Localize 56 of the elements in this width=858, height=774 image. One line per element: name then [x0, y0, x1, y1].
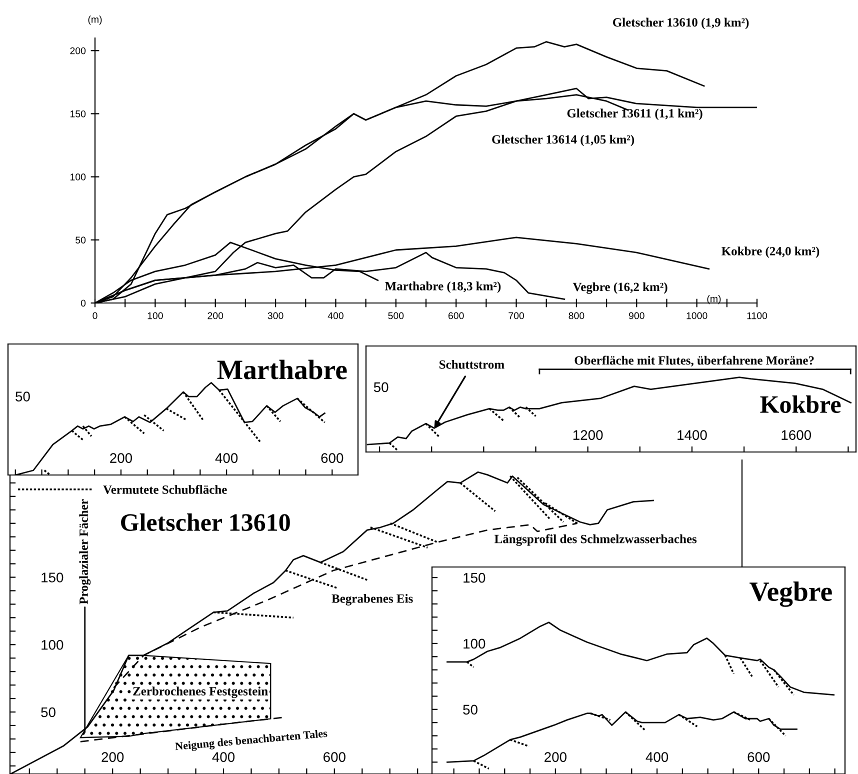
y-tick-label: 150 [42, 572, 64, 582]
annotation: 50 [374, 382, 388, 392]
x-tick-label: 1600 [782, 430, 812, 440]
x-tick-label: 200 [208, 312, 224, 320]
series-label: Vegbre (16,2 km²) [572, 282, 668, 294]
text: Gletscher 13610 (1,9 km²) [612, 18, 749, 30]
y-tick-label: 100 [70, 174, 86, 180]
text: Kokbre [760, 395, 841, 413]
annotation: Längsprofil des Schmelzwasserbaches [494, 534, 697, 546]
x-tick-label: 700 [508, 312, 524, 320]
y-tick-label: 150 [464, 572, 486, 583]
y-tick-label: 50 [76, 236, 86, 244]
y-tick-label: 0 [80, 300, 86, 307]
y-tick-label: 100 [464, 638, 486, 649]
text: Vermutete Schubfläche [103, 484, 227, 494]
annotation: Schuttstrom [440, 360, 504, 369]
annotation: Begrabenes Eis [332, 594, 413, 606]
x-tick-label: 400 [212, 752, 235, 762]
y-axis-title: (m) [88, 16, 102, 25]
x-tick-label: 200 [544, 752, 566, 762]
y-tick-label: 200 [70, 47, 86, 54]
x-tick-label: 1400 [678, 430, 707, 440]
chart-title: Vegbre [750, 581, 832, 607]
annotation: Zerbrochenes Festgestein [133, 686, 268, 698]
y-tick-label: 50 [41, 707, 56, 718]
x-tick-label: 1200 [573, 430, 603, 440]
x-tick-label: 900 [628, 312, 644, 320]
x-tick-label: 800 [568, 312, 584, 320]
series-label: Gletscher 13611 (1,1 km²) [567, 108, 702, 120]
x-tick-label: 400 [328, 312, 344, 320]
annotation: Proglazialer Fächer [79, 499, 91, 604]
series-label: Kokbre (24,0 km²) [722, 246, 820, 258]
text: Gletscher 13610 [121, 513, 290, 531]
annotation: 50 [16, 392, 30, 402]
x-tick-label: 400 [646, 752, 668, 762]
x-tick-label: 600 [324, 752, 346, 762]
x-tick-label: 1000 [686, 312, 708, 320]
x-tick-label: 600 [321, 453, 344, 463]
y-tick-label: 50 [463, 704, 478, 715]
x-tick-label: 200 [110, 453, 132, 463]
x-tick-label: 600 [748, 752, 770, 762]
text: Gletscher 13614 (1,05 km²) [492, 134, 634, 146]
x-tick-label: 0 [92, 312, 98, 320]
x-tick-label: 600 [448, 312, 464, 320]
text: Oberfläche mit Flutes, überfahrene Moräne? [574, 356, 814, 366]
x-tick-label: 200 [102, 752, 124, 762]
series-label: Marthabre (18,3 km²) [385, 282, 501, 293]
x-tick-label: 1100 [747, 312, 768, 320]
x-tick-label: 100 [148, 312, 163, 320]
chart-title: Marthabre [217, 360, 347, 380]
x-tick-label: 300 [268, 312, 284, 320]
x-tick-label: 500 [388, 312, 404, 320]
x-tick-label: 400 [215, 453, 238, 463]
y-tick-label: 150 [70, 110, 86, 118]
annotation: Neigung des benachbarten Tales [174, 729, 328, 753]
y-tick-label: 100 [42, 640, 64, 650]
